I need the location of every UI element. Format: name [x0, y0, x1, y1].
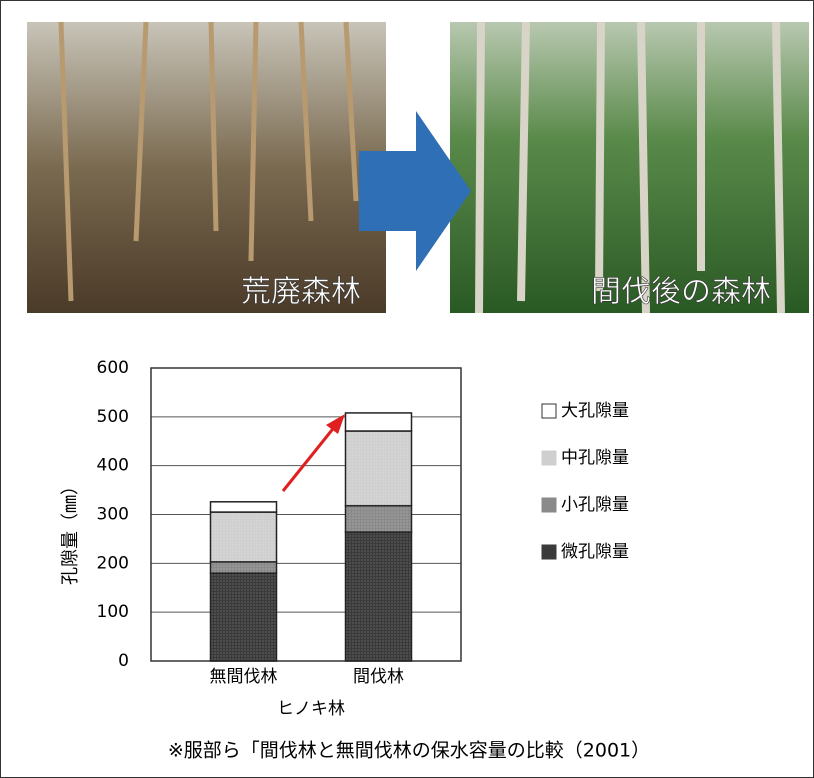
legend-label: 微孔隙量: [561, 542, 629, 562]
citation: ※服部ら「間伐林と無間伐林の保水容量の比較（2001）: [168, 740, 650, 762]
photo-right: [450, 21, 809, 314]
bar-segment: [209, 501, 278, 513]
trend-arrow-head: [326, 414, 345, 434]
legend-swatch: [541, 450, 557, 466]
bar-texture: [345, 505, 412, 533]
bar-texture: [210, 573, 277, 661]
legend-label: 中孔隙量: [561, 448, 629, 468]
photo-label: 間伐後の森林: [591, 275, 771, 310]
legend-swatch: [541, 497, 557, 513]
bar-texture: [210, 512, 277, 562]
photo-label: 荒廃森林: [241, 275, 361, 310]
trend-arrow: [281, 424, 338, 492]
y-tick-label: 300: [97, 505, 129, 525]
legend-label: 大孔隙量: [561, 401, 629, 421]
transition-arrow: [359, 111, 471, 271]
x-tick-label: 間伐林: [353, 667, 404, 687]
y-tick-label: 400: [97, 456, 129, 476]
bar-segment: [344, 412, 413, 432]
bar-texture: [345, 532, 412, 661]
bar-texture: [345, 430, 412, 506]
y-tick-label: 600: [97, 358, 129, 378]
y-axis-title: 孔隙量（㎜）: [60, 477, 81, 585]
legend-swatch: [541, 544, 557, 560]
plot-frame: [150, 367, 462, 662]
x-tick-label: 無間伐林: [210, 667, 278, 687]
legend-label: 小孔隙量: [561, 495, 629, 515]
chart: 0 100 200 300 400 500 600 無間伐林 間伐林 微孔隙量 小孔隙量 中孔隙量 大孔…: [97, 358, 629, 687]
y-tick-label: 0: [118, 651, 129, 671]
photo-left: [27, 21, 386, 313]
y-tick-label: 100: [97, 602, 129, 622]
y-tick-label: 500: [97, 407, 129, 427]
y-tick-label: 200: [97, 553, 129, 573]
legend-swatch: [541, 403, 557, 419]
x-axis-title: ヒノキ林: [277, 699, 345, 719]
bar-texture: [210, 561, 277, 574]
